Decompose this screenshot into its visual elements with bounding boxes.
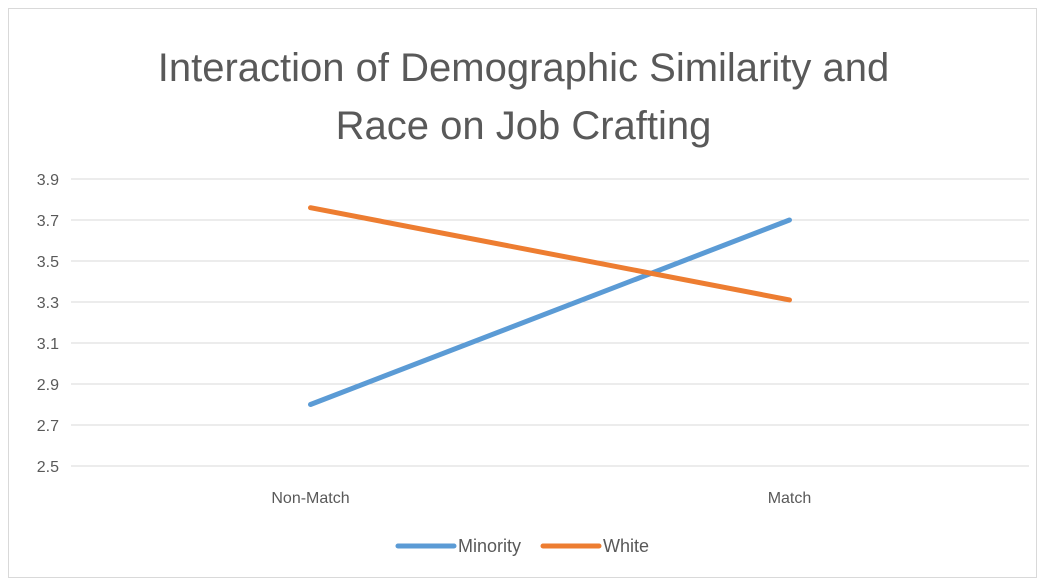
y-tick-label: 2.7 (37, 418, 59, 435)
chart-title-line-1: Interaction of Demographic Similarity an… (157, 46, 890, 90)
x-axis-tick-labels: Non-Match Match (271, 490, 811, 507)
legend-label-white: White (603, 536, 649, 556)
chart-title: Interaction of Demographic Similarity an… (9, 39, 1038, 155)
y-tick-label: 2.5 (37, 459, 59, 476)
legend: Minority White (395, 536, 649, 556)
chart-area: Interaction of Demographic Similarity an… (8, 8, 1037, 578)
legend-label-minority: Minority (458, 536, 521, 556)
y-tick-label: 3.3 (37, 295, 59, 312)
gridlines (71, 178, 1029, 467)
y-tick-label: 3.5 (37, 254, 59, 271)
x-tick-label: Match (768, 490, 812, 507)
series-lines (308, 205, 792, 407)
line-chart: 2.52.72.93.13.33.53.73.9 Non-Match Match … (37, 172, 1029, 556)
y-tick-label: 3.7 (37, 213, 59, 230)
y-axis-tick-labels: 2.5 2.7 2.9 3.1 3.3 3.5 3.7 3.9 (37, 172, 59, 476)
x-tick-label: Non-Match (271, 490, 349, 507)
y-tick-label: 3.9 (37, 172, 59, 189)
y-tick-label: 2.9 (37, 377, 59, 394)
series-line-minority (308, 217, 792, 407)
series-line-white (308, 205, 792, 303)
chart-title-line-2: Race on Job Crafting (335, 104, 712, 148)
y-tick-label: 3.1 (37, 336, 59, 353)
